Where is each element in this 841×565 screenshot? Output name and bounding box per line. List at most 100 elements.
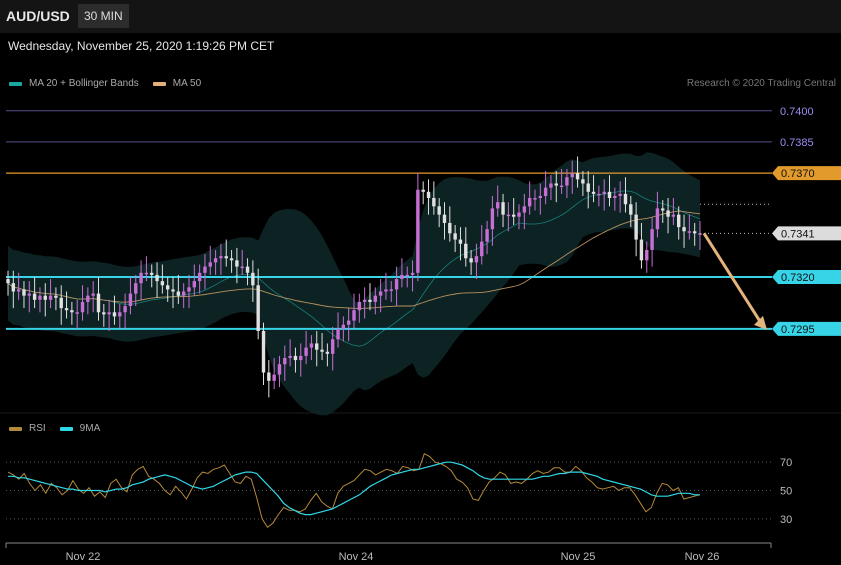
candle-body <box>277 364 282 375</box>
candle-body <box>336 328 340 340</box>
candle-body <box>698 233 702 235</box>
candle-body <box>38 295 42 300</box>
legend-ma20: MA 20 + Bollinger Bands <box>29 78 139 89</box>
candle-body <box>666 210 670 217</box>
candle-body <box>197 272 202 282</box>
candle-body <box>6 279 10 284</box>
candle-body <box>602 191 606 194</box>
candle-body <box>416 189 420 273</box>
candle-body <box>586 183 590 192</box>
candle-body <box>304 347 308 356</box>
candle-body <box>171 289 175 292</box>
price-tag-3 <box>772 269 841 284</box>
candle-body <box>517 212 521 217</box>
candle-body <box>192 281 197 288</box>
candle-body <box>426 191 431 199</box>
candle-body <box>554 183 558 186</box>
candle-body <box>235 260 239 267</box>
candle-body <box>682 227 686 232</box>
candle-body <box>501 202 505 215</box>
candle-body <box>54 295 58 298</box>
symbol-title: AUD/USD <box>6 8 70 24</box>
rsi-legend: RSI 9MA <box>9 423 100 434</box>
candle-body <box>341 324 346 329</box>
candle-body <box>267 372 271 381</box>
candle-body <box>671 214 676 217</box>
x-tick-label-3: Nov 26 <box>685 551 720 563</box>
candle-body <box>256 285 260 331</box>
candle-body <box>224 256 228 259</box>
candle-body <box>597 193 601 196</box>
ma20-swatch <box>9 81 22 86</box>
candle-body <box>543 187 548 196</box>
candle-body <box>480 241 484 257</box>
candle-body <box>591 191 596 194</box>
candle-body <box>559 185 564 188</box>
rsi-swatch <box>9 426 22 431</box>
candle-body <box>229 258 234 261</box>
x-tick-label-2: Nov 25 <box>561 551 596 563</box>
candle-body <box>687 231 692 233</box>
forecast-arrow-shaft <box>702 232 763 324</box>
candle-body <box>96 293 101 313</box>
candle-body <box>213 258 218 263</box>
candle-body <box>485 229 489 242</box>
candle-body <box>464 243 468 259</box>
candle-body <box>299 355 303 361</box>
price-tag-2 <box>772 166 841 181</box>
candle-body <box>453 233 457 240</box>
candle-body <box>315 343 319 350</box>
candle-body <box>362 299 367 302</box>
candle-body <box>32 293 37 300</box>
candle-body <box>43 295 47 300</box>
ma50-swatch <box>152 81 166 86</box>
legend-ma50: MA 50 <box>172 78 202 89</box>
candle-body <box>549 183 553 188</box>
candle-body <box>432 198 436 207</box>
candle-body <box>123 306 127 313</box>
candle-body <box>203 266 207 273</box>
candle-body <box>410 272 415 275</box>
candle-body <box>288 355 292 358</box>
candle-body <box>639 239 644 261</box>
candle-body <box>150 272 154 275</box>
candle-body <box>378 291 383 296</box>
candle-body <box>181 291 186 296</box>
candle-body <box>357 301 362 311</box>
ma20-line <box>7 190 701 347</box>
candle-body <box>16 289 21 292</box>
timeframe-button[interactable]: 30 MIN <box>78 4 129 28</box>
bollinger-bands <box>8 152 700 416</box>
candle-body <box>384 289 388 292</box>
candle-body <box>522 206 527 213</box>
candle-body <box>565 177 569 186</box>
rsi-ma-swatch <box>59 426 73 431</box>
candle-body <box>309 343 314 348</box>
candle-body <box>155 274 159 282</box>
legend-rsi: RSI <box>29 423 46 434</box>
candle-body <box>245 266 250 273</box>
top-bar: AUD/USD 30 MIN <box>0 0 841 33</box>
candle-body <box>650 229 654 250</box>
x-tick-label-1: Nov 24 <box>339 551 374 563</box>
candle-body <box>458 239 463 244</box>
research-credit: Research © 2020 Trading Central <box>686 78 836 89</box>
candle-body <box>373 295 377 302</box>
candle-body <box>613 195 617 199</box>
price-label-2: 0.7370 <box>781 168 815 180</box>
candle-body <box>48 295 53 300</box>
candle-body <box>86 295 90 302</box>
candle-body <box>283 357 287 365</box>
candle-body <box>405 274 409 277</box>
candle-body <box>70 310 74 313</box>
candle-body <box>251 272 255 286</box>
candle-body <box>661 208 665 211</box>
candle-body <box>570 173 574 178</box>
candle-body <box>59 297 63 309</box>
candle-body <box>320 349 324 352</box>
candle-body <box>261 330 266 373</box>
candle-body <box>352 310 356 321</box>
rsi-series-9ma <box>8 461 700 516</box>
legend-9ma: 9MA <box>79 423 101 434</box>
